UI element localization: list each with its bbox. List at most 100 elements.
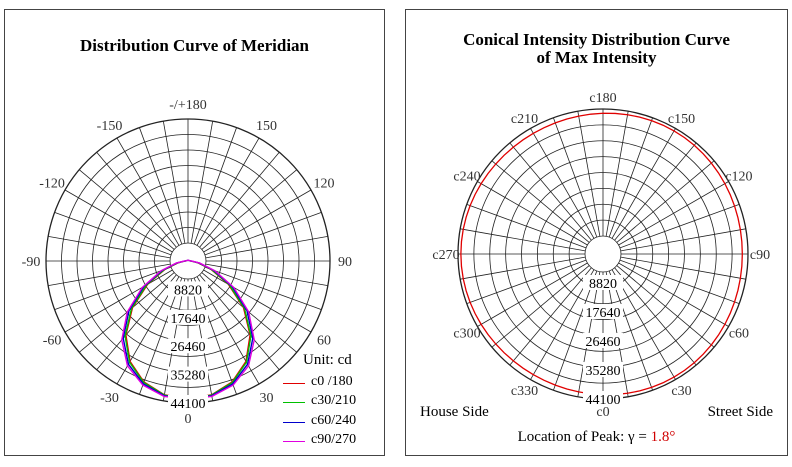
conical-angle-label: c120 xyxy=(725,170,752,185)
meridian-radial-tick: 26460 xyxy=(171,340,206,355)
conical-tick-bg xyxy=(583,391,623,406)
meridian-spoke xyxy=(96,151,177,248)
meridian-spoke xyxy=(48,235,171,259)
meridian-angle-label: -60 xyxy=(43,334,62,349)
legend-item-c60: c60/240 xyxy=(283,413,393,431)
meridian-spoke xyxy=(162,121,186,244)
conical-spoke xyxy=(466,204,587,249)
meridian-spoke xyxy=(78,169,175,250)
meridian-spoke xyxy=(64,189,173,253)
meridian-spoke xyxy=(204,266,322,310)
conical-spoke xyxy=(608,117,653,238)
legend-item-c0: c0 /180 xyxy=(283,374,393,392)
conical-tick-bg xyxy=(583,362,623,377)
meridian-chart-panel: Distribution Curve of Meridian 0 30 60 90 12… xyxy=(4,9,385,456)
meridian-spoke xyxy=(201,169,298,250)
meridian-chart-title: Distribution Curve of Meridian xyxy=(79,36,310,55)
meridian-spoke xyxy=(54,212,172,256)
peak-value: 1.8° xyxy=(650,429,676,445)
conical-spoke xyxy=(611,128,676,239)
meridian-angle-label: 120 xyxy=(313,177,334,192)
meridian-angle-label: 60 xyxy=(317,334,331,349)
conical-spoke xyxy=(619,259,740,304)
conical-angle-label: c60 xyxy=(729,327,749,342)
legend-swatch-c60 xyxy=(283,422,305,423)
conical-angle-label: c330 xyxy=(511,384,538,399)
conical-grid: c0 c30 c60 c90 c120 c150 c180 c210 c240 c270 c300 c… xyxy=(432,91,770,420)
meridian-spoke xyxy=(139,127,183,245)
conical-spoke xyxy=(466,259,587,304)
conical-angle-label: c0 xyxy=(596,405,609,420)
meridian-angle-label: 90 xyxy=(338,255,352,270)
conical-spoke xyxy=(509,142,592,241)
unit-label: Unit: cd xyxy=(303,352,352,368)
conical-radial-tick: 17640 xyxy=(586,306,621,321)
peak-label: Location of Peak: γ = xyxy=(517,429,647,445)
conical-angle-label: c30 xyxy=(671,384,691,399)
conical-spoke xyxy=(477,262,588,327)
meridian-angle-label: -/+180 xyxy=(169,98,206,113)
conical-spoke xyxy=(614,267,697,366)
meridian-tick-bg xyxy=(168,366,208,382)
conical-angle-label: c240 xyxy=(453,170,480,185)
meridian-spoke xyxy=(204,212,322,256)
conical-spoke xyxy=(509,267,592,366)
legend-label-c30: c30/210 xyxy=(311,393,357,408)
meridian-spoke xyxy=(203,189,312,253)
conical-spoke xyxy=(618,181,729,246)
meridian-spoke xyxy=(48,263,171,287)
conical-spoke xyxy=(614,142,697,241)
conical-spoke xyxy=(620,256,746,280)
conical-spoke xyxy=(491,265,590,348)
conical-chart-title-line1: Conical Intensity Distribution Curve xyxy=(463,30,730,49)
meridian-radial-tick: 35280 xyxy=(171,369,206,384)
legend-swatch-c30 xyxy=(283,402,305,403)
conical-angle-label: c90 xyxy=(750,248,770,263)
meridian-angle-label: 150 xyxy=(256,119,277,134)
meridian-radial-tick: 44100 xyxy=(171,397,206,412)
conical-spoke xyxy=(577,111,601,237)
conical-spoke xyxy=(530,128,595,239)
meridian-spoke xyxy=(205,263,328,287)
meridian-tick-bg xyxy=(168,309,208,325)
conical-series-0 xyxy=(460,112,743,396)
conical-angle-label: c180 xyxy=(589,91,616,106)
meridian-angle-label: -120 xyxy=(39,177,65,192)
conical-chart-panel: Conical Intensity Distribution Curve of … xyxy=(405,9,788,456)
conical-tick-bg xyxy=(583,333,623,348)
meridian-angle-label: -90 xyxy=(22,255,41,270)
conical-spoke xyxy=(620,228,746,252)
meridian-angle-label: 30 xyxy=(260,391,274,406)
conical-spoke xyxy=(460,228,586,252)
conical-radial-tick: 8820 xyxy=(589,277,617,292)
legend-label-c60: c60/240 xyxy=(311,413,357,428)
meridian-tick-bg xyxy=(168,338,208,354)
conical-spoke xyxy=(619,204,740,249)
meridian-radial-tick: 17640 xyxy=(171,312,206,327)
meridian-spoke xyxy=(193,127,237,245)
peak-location: Location of Peak: γ = 1.8° xyxy=(406,429,787,446)
conical-spoke xyxy=(618,262,729,327)
meridian-ring-inner xyxy=(169,242,207,280)
conical-ring-inner xyxy=(584,235,622,273)
conical-spoke xyxy=(553,270,598,391)
conical-angle-label: c300 xyxy=(453,327,480,342)
meridian-spoke xyxy=(199,274,280,371)
legend-swatch-c90 xyxy=(283,441,305,442)
legend-item-c30: c30/210 xyxy=(283,393,393,411)
meridian-spoke xyxy=(54,266,172,310)
meridian-tick-bg xyxy=(168,395,208,410)
legend-item-c90: c90/270 xyxy=(283,432,393,450)
meridian-radial-tick: 8820 xyxy=(174,283,202,298)
conical-spoke xyxy=(616,160,715,243)
conical-chart-title-line2: of Max Intensity xyxy=(536,48,657,67)
legend-swatch-c0 xyxy=(283,383,305,384)
conical-spoke xyxy=(553,117,598,238)
conical-polar-plot: c0 c30 c60 c90 c120 c150 c180 c210 c240 c270 c300 c… xyxy=(432,91,770,420)
legend-label-c0: c0 /180 xyxy=(311,374,353,389)
meridian-spoke xyxy=(199,151,280,248)
meridian-spoke xyxy=(203,269,312,333)
meridian-angle-label: -30 xyxy=(100,391,119,406)
meridian-polar-plot: 0 30 60 90 120 150 -/+180 -150 -120 -90 -60 -30 8820… xyxy=(22,98,352,427)
conical-tick-bg xyxy=(583,275,623,290)
